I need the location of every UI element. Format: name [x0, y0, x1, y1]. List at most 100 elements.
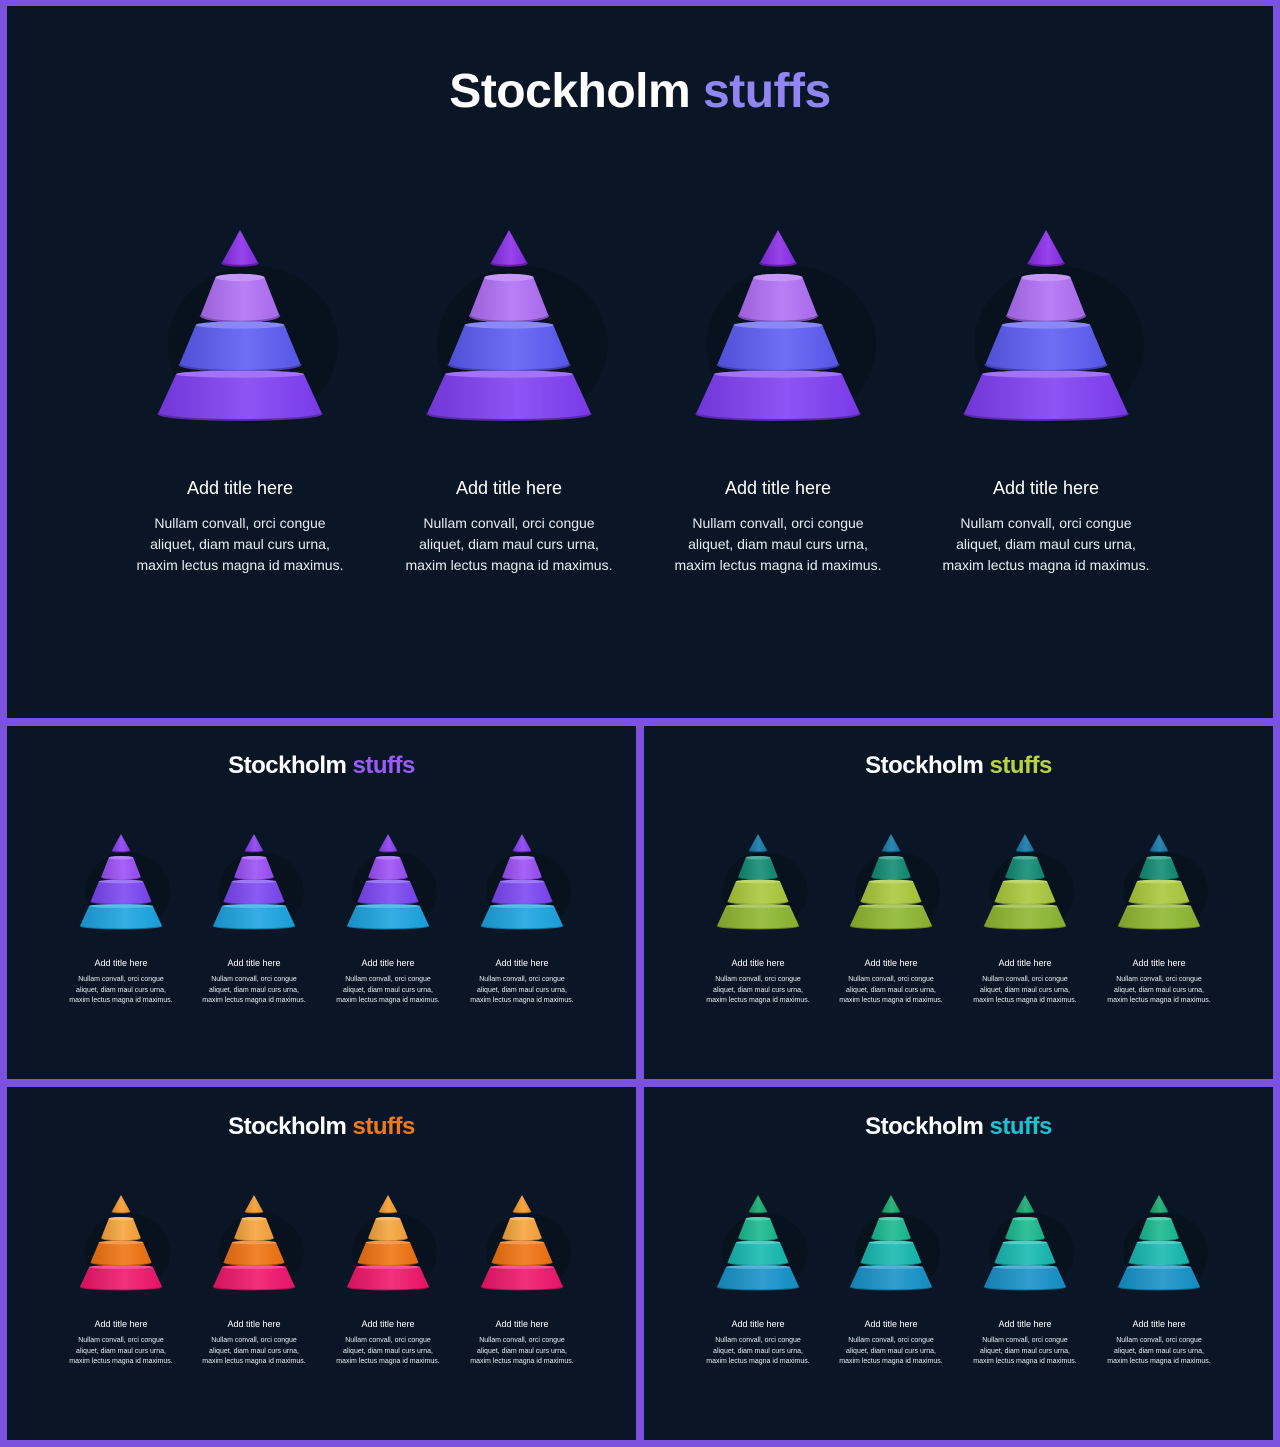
pyramid-card: Add title here Nullam convall, orci cong…: [199, 834, 309, 1007]
pyramid-tier-middle: [860, 1240, 922, 1266]
pyramid-tier-upper: [738, 855, 778, 880]
card-title: Add title here: [361, 958, 415, 968]
pyramid-tier-middle: [90, 879, 152, 905]
card-title: Add title here: [227, 958, 281, 968]
pyramid-tier-base: [481, 1265, 563, 1290]
pyramid-tier-base-rim: [983, 1286, 1067, 1291]
pyramid-icon: [983, 1195, 1075, 1292]
pyramid-icon: [346, 834, 438, 931]
pyramid-tier-top: [490, 230, 528, 266]
pyramid-tier-top-rim: [1149, 1210, 1169, 1214]
card-title: Add title here: [361, 1319, 415, 1329]
pyramid-tier-top: [1149, 834, 1169, 852]
pyramid-tier-base-rim: [963, 412, 1129, 421]
pyramid-icon: [212, 1195, 304, 1292]
card-title: Add title here: [724, 478, 832, 498]
pyramid-tier-top: [1015, 834, 1035, 852]
pyramid-tier-base-rim: [983, 925, 1067, 930]
card-title: Add title here: [495, 1319, 549, 1329]
pyramid-tier-middle: [491, 1240, 553, 1266]
pyramid-tier-base: [984, 904, 1066, 929]
pyramid-tier-top-rim: [244, 849, 264, 853]
card-body: Nullam convall, orci congue aliquet, dia…: [69, 976, 173, 1004]
pyramid-card: Add title here Nullam convall, orci cong…: [936, 230, 1156, 576]
title-accent-word: stuffs: [703, 65, 831, 118]
pyramid-card: Add title here Nullam convall, orci cong…: [399, 230, 619, 576]
pyramid-tier-middle-top-face: [868, 879, 914, 884]
pyramid-card: Add title here Nullam convall, orci cong…: [467, 1195, 577, 1368]
pyramid-tier-top: [244, 1195, 264, 1213]
pyramid-tier-base-rim: [480, 1286, 564, 1291]
pyramid-card: Add title here Nullam convall, orci cong…: [66, 1195, 176, 1368]
pyramid-tier-middle-top-face: [98, 879, 144, 884]
pyramid-tier-base-top-face: [726, 1265, 790, 1269]
pyramid-tier-base-rim: [716, 925, 800, 930]
pyramid-tier-upper: [502, 1216, 542, 1241]
pyramid-tier-base-top-face: [490, 1265, 554, 1269]
pyramid-tier-top: [244, 834, 264, 852]
pyramid-icon: [1117, 1195, 1209, 1292]
pyramid-tier-top-rim: [221, 262, 259, 267]
pyramid-tier-base-top-face: [222, 1265, 286, 1269]
pyramid-tier-base-top-face: [859, 904, 923, 908]
pyramid-tier-top-rim: [1149, 849, 1169, 853]
pyramid-tier-base: [1118, 904, 1200, 929]
pyramid-tier-base-rim: [716, 1286, 800, 1291]
pyramid-tier-middle-top-face: [499, 879, 545, 884]
pyramid-icon: [79, 1195, 171, 1292]
pyramid-tier-base-top-face: [859, 1265, 923, 1269]
card-title: Add title here: [1132, 958, 1186, 968]
pyramid-icon: [480, 834, 572, 931]
pyramid-tier-top-rim: [1027, 262, 1065, 267]
pyramid-tier-middle-top-face: [735, 879, 781, 884]
pyramid-card: Add title here Nullam convall, orci cong…: [703, 1195, 813, 1368]
pyramid-tier-middle-top-face: [195, 321, 285, 329]
pyramid-icon: [849, 1195, 941, 1292]
pyramid-tier-base-rim: [212, 1286, 296, 1291]
pyramid-tier-middle: [717, 321, 839, 371]
pyramid-tier-upper-top-face: [509, 855, 535, 860]
pyramid-tier-upper: [469, 273, 549, 322]
pyramid-tier-base: [347, 904, 429, 929]
card-body: Nullam convall, orci congue aliquet, dia…: [470, 976, 574, 1004]
pyramid-tier-top: [1149, 1195, 1169, 1213]
pyramid-tier-top: [1027, 230, 1065, 266]
pyramid-tier-top: [512, 834, 532, 852]
pyramid-tier-top-rim: [244, 1210, 264, 1214]
pyramid-tier-base: [696, 370, 860, 420]
pyramid-tier-base-top-face: [445, 370, 573, 378]
pyramid-tier-base-top-face: [89, 904, 153, 908]
pyramid-tier-top-rim: [512, 849, 532, 853]
title-main-word: Stockholm: [228, 752, 347, 779]
title-accent-word: stuffs: [352, 752, 416, 779]
pyramid-tier-middle-top-face: [365, 1240, 411, 1245]
pyramid-tier-upper: [101, 855, 141, 880]
pyramid-tier-base-rim: [480, 925, 564, 930]
pyramid-tier-top: [378, 834, 398, 852]
pyramid-tier-base: [984, 1265, 1066, 1290]
pyramid-tier-top-rim: [512, 1210, 532, 1214]
card-body: Nullam convall, orci congue aliquet, dia…: [336, 976, 440, 1004]
pyramid-tier-upper-top-face: [375, 855, 401, 860]
pyramid-tier-upper-top-face: [241, 855, 267, 860]
pyramid-tier-upper-top-face: [1012, 1216, 1038, 1221]
pyramid-tier-upper-top-face: [241, 1216, 267, 1221]
pyramid-tier-base-top-face: [176, 370, 304, 378]
pyramid-tier-base-top-face: [89, 1265, 153, 1269]
card-title: Add title here: [94, 1319, 148, 1329]
pyramid-tier-upper-top-face: [484, 273, 534, 282]
pyramid-tier-upper-top-face: [509, 1216, 535, 1221]
pyramid-tier-middle-top-face: [231, 1240, 277, 1245]
pyramid-tier-top-rim: [748, 1210, 768, 1214]
pyramid-tier-middle-top-face: [1001, 321, 1091, 329]
card-title: Add title here: [227, 1319, 281, 1329]
pyramid-tier-top-rim: [881, 849, 901, 853]
title-main-word: Stockholm: [228, 1113, 347, 1140]
title-main-word: Stockholm: [865, 752, 984, 779]
pyramid-icon: [79, 834, 171, 931]
slide-thumbnail-purple: Stockholm stuffs Add title here Nullam c…: [7, 726, 636, 1079]
pyramid-tier-upper-top-face: [108, 855, 134, 860]
pyramid-tier-top: [512, 1195, 532, 1213]
pyramid-icon: [1117, 834, 1209, 931]
pyramid-tier-top: [378, 1195, 398, 1213]
